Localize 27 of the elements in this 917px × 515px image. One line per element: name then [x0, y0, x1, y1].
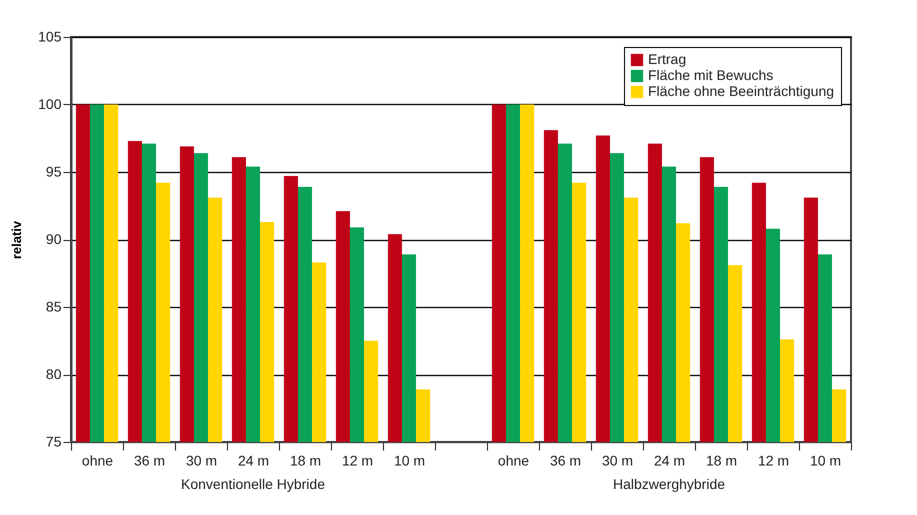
y-axis-title: relativ	[9, 220, 24, 260]
legend-label: Fläche mit Bewuchs	[648, 67, 774, 83]
x-tick-label: 10 m	[810, 452, 842, 468]
x-tick-label: 30 m	[186, 452, 218, 468]
legend-label: Fläche ohne Beeinträchtigung	[648, 83, 834, 99]
text: Halbzwerghybride	[612, 476, 726, 492]
x-tick-label: 30 m	[602, 452, 634, 468]
y-tick-label: 90	[46, 231, 62, 247]
y-tick-label: 100	[38, 96, 62, 112]
x-tick-label: 12 m	[342, 452, 374, 468]
y-tick-label: 75	[46, 434, 62, 450]
x-tick-label: 10 m	[394, 452, 426, 468]
text: Konventionelle Hybride	[181, 476, 326, 492]
y-tick-label: 105	[38, 28, 62, 44]
y-tick-label: 80	[46, 366, 62, 382]
y-tick-label: 85	[46, 298, 62, 314]
x-tick-label: 24 m	[238, 452, 270, 468]
x-tick-label: 36 m	[134, 452, 166, 468]
y-tick-label: 95	[46, 164, 62, 180]
legend-label: Ertrag	[648, 51, 686, 67]
x-tick-label: 18 m	[706, 452, 738, 468]
x-tick-label: 12 m	[758, 452, 790, 468]
x-tick-label: 18 m	[290, 452, 322, 468]
x-tick-label: ohne	[82, 452, 114, 468]
x-tick-label: 36 m	[550, 452, 582, 468]
x-tick-label: 24 m	[654, 452, 686, 468]
x-tick-label: ohne	[498, 452, 530, 468]
